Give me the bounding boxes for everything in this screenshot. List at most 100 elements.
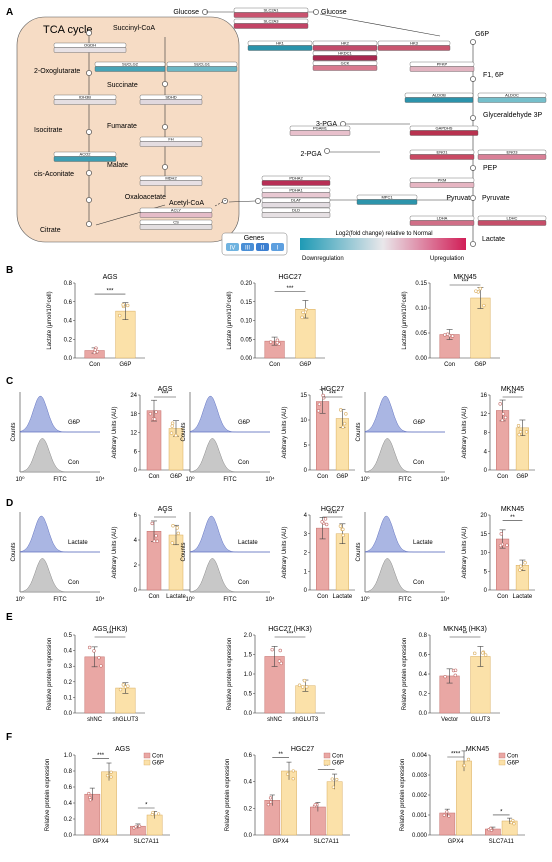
data-point (152, 417, 157, 421)
y-tick-label: 0.4 (64, 319, 73, 325)
gene-box: GAPDHS (409, 126, 479, 136)
y-tick-label: 0.6 (244, 753, 253, 759)
gene-name: SLC2A3 (264, 19, 280, 24)
gene-expression-strip (312, 45, 378, 51)
data-point (297, 683, 302, 687)
significance-label: *** (461, 280, 469, 286)
legend-cell (226, 243, 239, 251)
y-tick-label: 5 (304, 443, 308, 449)
y-tick-label: 0.2 (64, 337, 73, 343)
metabolite-node (222, 198, 228, 204)
flow-x-label: FITC (223, 477, 237, 483)
metabolite-node (470, 115, 476, 121)
data-point (137, 824, 142, 828)
pathway-arrow (319, 13, 441, 37)
data-point (323, 517, 328, 521)
y-tick-label: 0.10 (415, 306, 427, 312)
panel-e-chart: MKN45 (HK3) 0.0 0.2 0.4 0.6 0.8 Relative prote… (402, 626, 500, 723)
y-tick-label: 0.2 (244, 806, 253, 812)
flow-x-label: FITC (398, 597, 412, 603)
y-tick-label: 4 (304, 513, 308, 519)
x-tick-label: GPX4 (273, 839, 290, 845)
data-point (278, 648, 282, 653)
data-point (503, 415, 508, 420)
gene-name: PDHA1 (289, 188, 303, 193)
data-point (339, 408, 343, 412)
data-point (123, 685, 128, 689)
data-point (518, 430, 523, 434)
treated-label: Lactate (413, 540, 433, 546)
y-axis-label: Arbitrary Units (AU) (462, 526, 468, 578)
y-tick-label: 0 (484, 588, 488, 594)
data-point (301, 310, 305, 315)
gene-name: HK2 (341, 41, 350, 46)
flow-x-label: FITC (223, 597, 237, 603)
y-tick-label: 0.15 (415, 281, 427, 287)
metabolite-node (86, 221, 92, 227)
data-point (518, 568, 522, 572)
metabolite-label: Glucose (321, 9, 347, 16)
flow-y-label: Counts (11, 422, 17, 441)
data-point (171, 523, 175, 528)
x-tick-label: G6P (119, 362, 131, 368)
gene-box: ENO1 (409, 150, 475, 160)
data-point (151, 810, 155, 815)
data-point (474, 289, 478, 293)
legend-swatch (323, 752, 331, 759)
x-tick-label: GPX4 (93, 839, 110, 845)
y-axis-label: Relative protein expression (45, 759, 51, 831)
gene-box: IDH3B (53, 95, 117, 105)
y-tick-label: 0.4 (244, 780, 253, 786)
legend-swatch (143, 759, 151, 766)
gene-name: HK1 (276, 41, 285, 46)
data-point (316, 409, 321, 413)
data-point (105, 774, 110, 778)
chart-title: HGC27 (HK3) (268, 626, 312, 633)
flow-histogram: Counts FITC 10⁰ 10⁴ G6P Con (11, 392, 105, 483)
y-axis-label: Lactate (μmol/10⁶cell) (226, 291, 233, 349)
data-point (442, 813, 446, 817)
data-point (335, 777, 339, 782)
control-label: Con (413, 580, 424, 586)
y-tick-label: 0.0 (64, 711, 73, 717)
gene-name: SLC2A1 (264, 8, 280, 13)
y-tick-label: 1.0 (64, 753, 73, 759)
y-axis-label: Relative protein expression (402, 638, 408, 710)
x-tick-label: Con (89, 362, 100, 368)
x-tick-label: Con (497, 594, 508, 600)
treated-label: Lactate (238, 540, 258, 546)
flow-x-max: 10⁴ (440, 476, 450, 483)
metabolite-label: Oxaloacetate (125, 194, 166, 201)
flow-y-label: Counts (181, 422, 187, 441)
data-point (291, 769, 295, 773)
x-tick-label: G6P (170, 474, 182, 480)
gene-name: SUCLG2 (122, 62, 139, 67)
gene-box: PDHA1 (261, 188, 331, 198)
gene-name: DLD (292, 208, 300, 213)
significance-label: ** (463, 632, 468, 638)
panel-e-chart: AGS (HK3) 0.0 0.1 0.2 0.3 0.4 0.5 Relative prot… (47, 626, 145, 723)
data-point (313, 803, 317, 807)
data-point (277, 659, 282, 663)
chart-title: AGS (103, 274, 118, 281)
chart-title: MKN45 (HK3) (443, 626, 487, 633)
gene-name: HKDC1 (338, 51, 352, 56)
y-tick-label: 0.6 (64, 300, 73, 306)
metabolite-label: 3-PGA (316, 121, 337, 128)
legend-swatch (498, 752, 506, 759)
gene-expression-strip (261, 192, 331, 198)
data-point (150, 521, 154, 526)
x-tick-label: shNC (87, 717, 103, 723)
x-tick-label: SLC7A11 (134, 839, 160, 845)
x-tick-label: Lactate (166, 594, 186, 600)
data-point (121, 303, 125, 307)
treated-label: G6P (413, 420, 425, 426)
data-point (268, 796, 273, 800)
panel-b-chart: AGS 0.0 0.2 0.4 0.6 0.8 Lactate (μmol/10⁶cell)… (46, 274, 145, 368)
data-point (109, 775, 113, 779)
y-tick-label: 0.001 (412, 813, 428, 819)
genes-legend-cells: IV III II I (226, 243, 284, 252)
data-point (152, 539, 156, 543)
gene-box: MDH2 (139, 176, 203, 186)
y-axis-label: Lactate (μmol/10⁶cell) (46, 291, 53, 349)
